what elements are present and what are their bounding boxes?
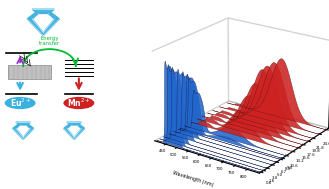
Text: Eu$^{2+}$: Eu$^{2+}$ [10,97,31,109]
Polygon shape [64,129,85,139]
X-axis label: Wavelength (nm): Wavelength (nm) [172,170,214,187]
Polygon shape [13,122,34,129]
FancyBboxPatch shape [8,65,51,79]
Text: Mn$^{2+}$: Mn$^{2+}$ [67,97,90,109]
Ellipse shape [5,97,36,109]
Polygon shape [27,19,59,36]
Ellipse shape [63,97,94,109]
Polygon shape [13,129,34,139]
Text: Energy
transfer: Energy transfer [39,36,60,46]
Polygon shape [64,122,85,129]
Polygon shape [27,9,59,19]
